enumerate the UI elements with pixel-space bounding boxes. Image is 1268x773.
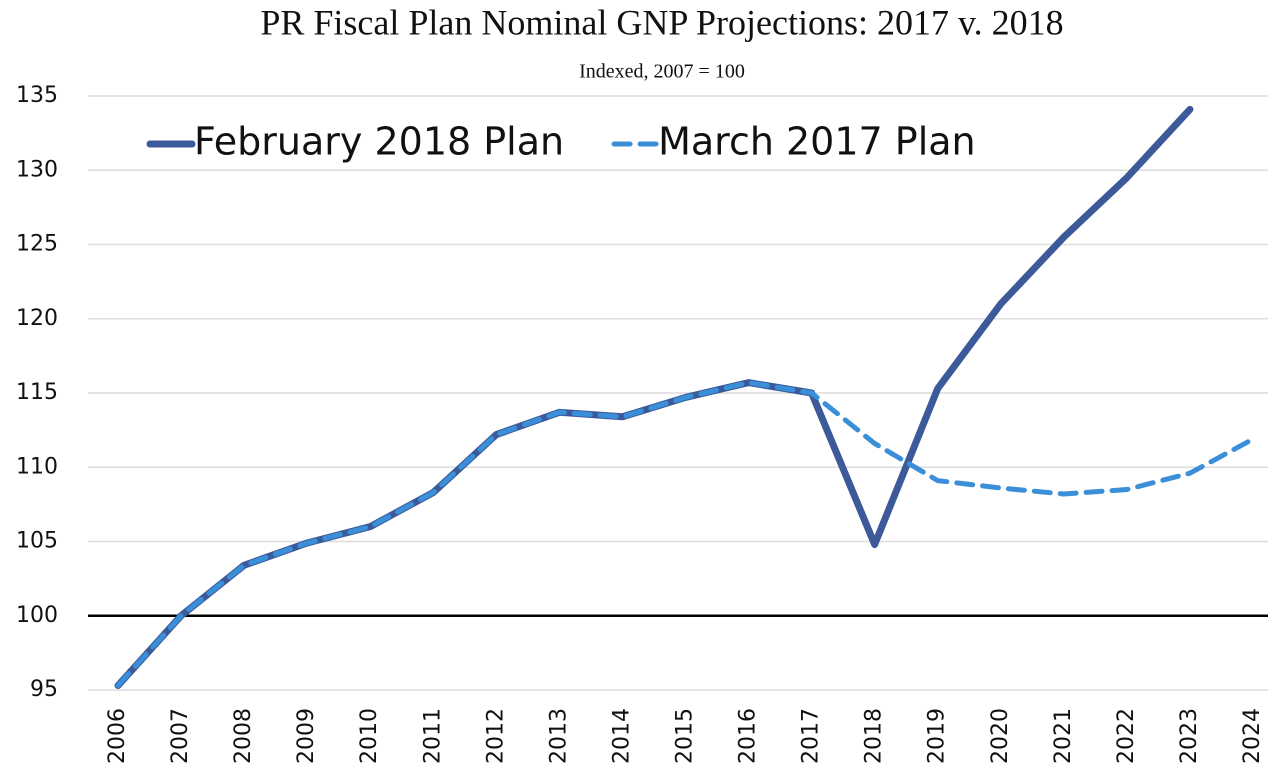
y-tick-label: 100 [16,603,58,628]
x-tick-label: 2014 [609,708,634,764]
x-tick-label: 2007 [168,708,193,764]
series-line [114,105,1194,690]
x-tick-label: 2011 [420,708,445,764]
series-line [115,380,1256,689]
x-tick-label: 2022 [1114,708,1139,764]
x-tick-label: 2017 [799,708,824,764]
y-tick-label: 120 [16,306,58,331]
legend-label: March 2017 Plan [658,120,976,164]
x-tick-label: 2016 [736,708,761,764]
chart-subtitle: Indexed, 2007 = 100 [579,61,745,83]
x-tick-label: 2021 [1051,708,1076,764]
x-tick-label: 2010 [357,708,382,764]
x-tick-label: 2009 [294,708,319,764]
x-tick-label: 2019 [925,708,950,764]
x-tick-label: 2020 [988,708,1013,764]
x-tick-label: 2012 [483,708,508,764]
y-tick-label: 110 [16,454,58,479]
x-tick-label: 2018 [862,708,887,764]
x-tick-label: 2008 [231,708,256,764]
chart-title: PR Fiscal Plan Nominal GNP Projections: … [260,2,1063,42]
y-tick-label: 115 [16,380,58,405]
x-tick-label: 2015 [673,708,698,764]
x-tick-label: 2006 [105,708,130,764]
y-tick-label: 125 [16,232,58,257]
x-tick-label: 2013 [546,708,571,764]
legend-label: February 2018 Plan [194,120,564,164]
y-tick-label: 130 [16,157,58,182]
y-tick-label: 105 [16,529,58,554]
y-tick-label: 95 [30,677,58,702]
x-tick-label: 2023 [1177,708,1202,764]
x-tick-label: 2024 [1240,708,1265,764]
y-tick-label: 135 [16,83,58,108]
